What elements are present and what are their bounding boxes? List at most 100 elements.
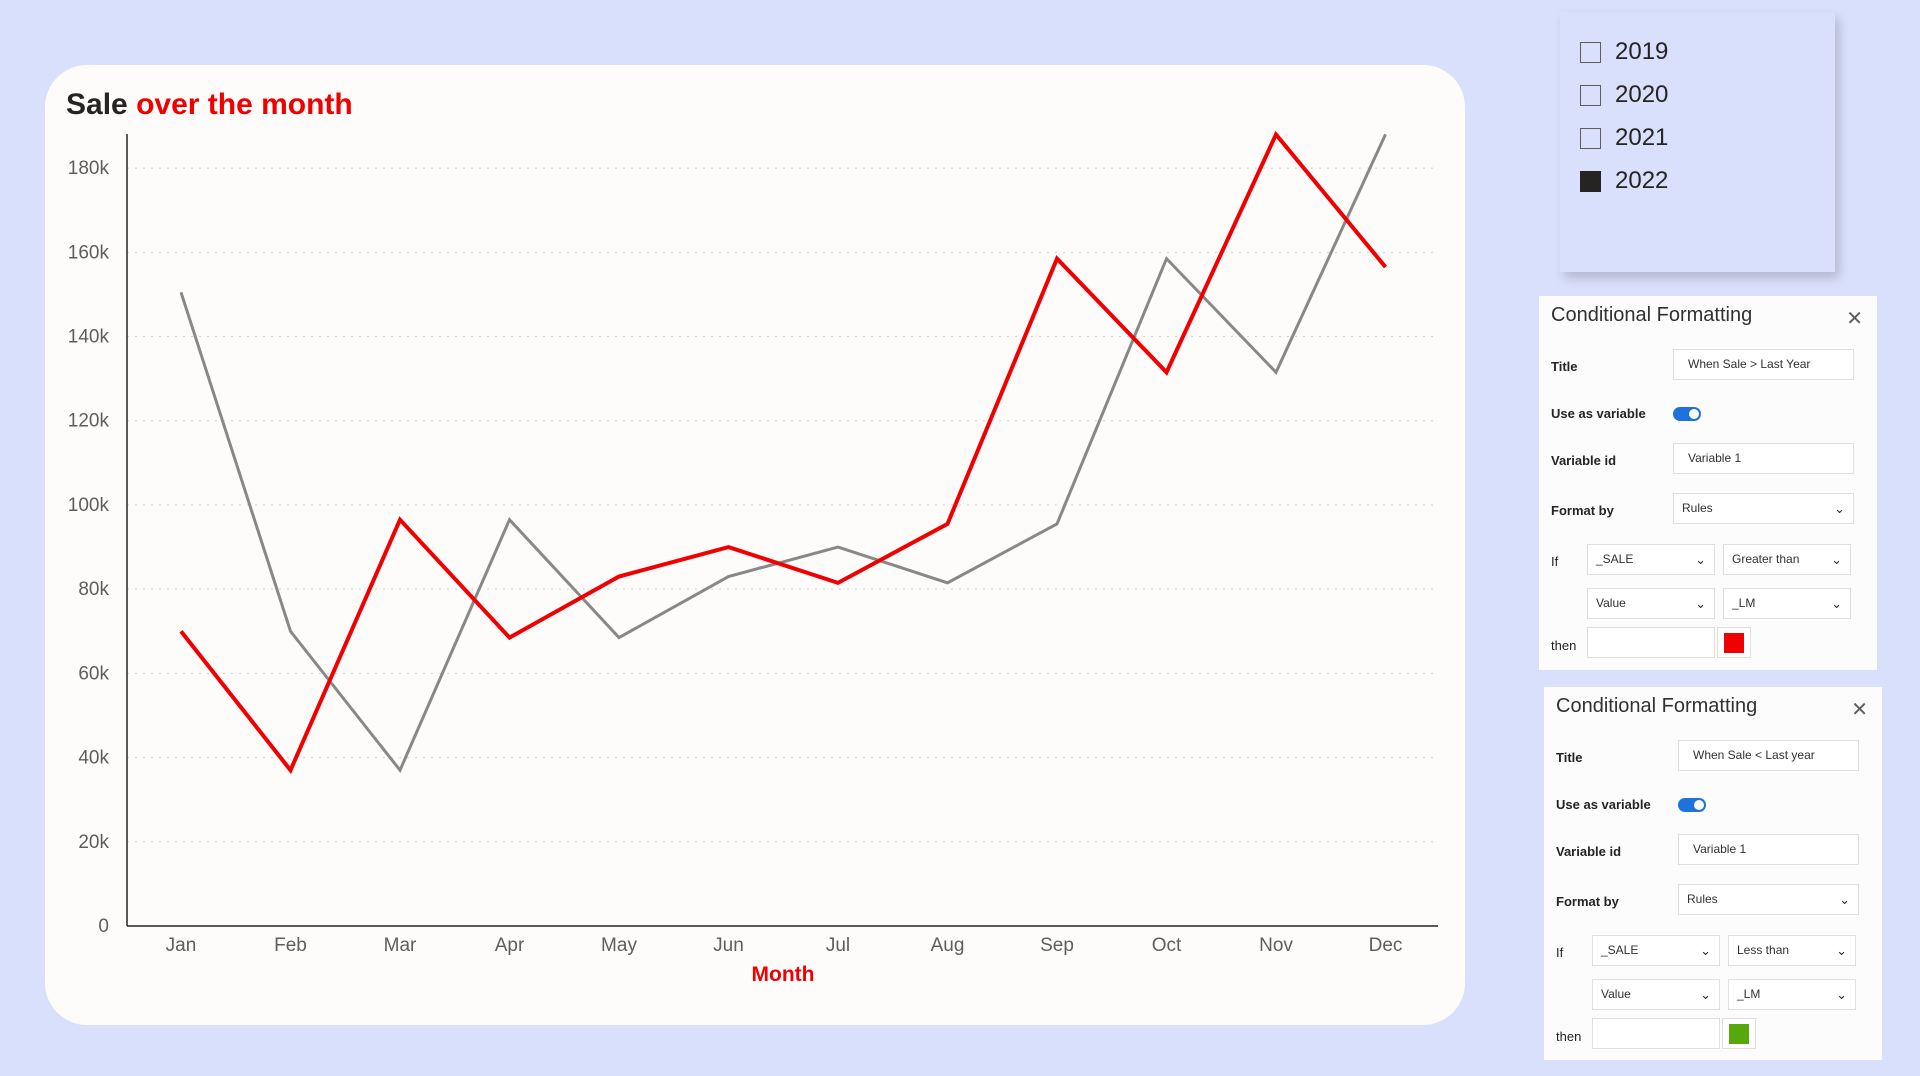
value-type-select[interactable]: Value ⌄ <box>1587 588 1715 619</box>
use-as-variable-toggle[interactable] <box>1678 798 1706 812</box>
chevron-down-icon: ⌄ <box>1695 552 1706 567</box>
conditional-formatting-panel: Conditional Formatting ✕ Title When Sale… <box>1544 687 1882 1060</box>
chevron-down-icon: ⌄ <box>1834 501 1845 516</box>
format-by-select[interactable]: Rules ⌄ <box>1678 884 1859 915</box>
y-tick-label: 80k <box>78 579 109 600</box>
format-by-label: Format by <box>1556 894 1619 909</box>
year-slicer: 2019 2020 2021 2022 <box>1560 12 1835 272</box>
panel-header: Conditional Formatting <box>1551 304 1753 326</box>
operator-value: Less than <box>1737 943 1790 957</box>
field-select[interactable]: _SALE ⌄ <box>1587 544 1715 575</box>
compare-select[interactable]: _LM ⌄ <box>1728 979 1856 1010</box>
x-tick-label: Jul <box>826 935 850 956</box>
chevron-down-icon: ⌄ <box>1836 987 1847 1002</box>
color-swatch <box>1729 1024 1749 1044</box>
then-label: then <box>1551 638 1577 653</box>
use-as-variable-label: Use as variable <box>1551 406 1646 421</box>
format-by-label: Format by <box>1551 503 1614 518</box>
title-label: Title <box>1551 359 1578 374</box>
x-tick-label: Sep <box>1040 935 1074 956</box>
field-value: _SALE <box>1596 552 1634 566</box>
variable-id-input[interactable]: Variable 1 <box>1673 443 1854 474</box>
chevron-down-icon: ⌄ <box>1700 987 1711 1002</box>
field-value: _SALE <box>1601 943 1639 957</box>
checkbox[interactable] <box>1580 41 1601 63</box>
then-label: then <box>1556 1029 1582 1044</box>
slicer-item-label: 2020 <box>1615 81 1669 108</box>
chart-card <box>45 65 1465 1025</box>
use-as-variable-label: Use as variable <box>1556 797 1651 812</box>
y-tick-label: 120k <box>68 411 110 432</box>
format-by-value: Rules <box>1687 892 1718 906</box>
value-type-value: Value <box>1601 987 1631 1001</box>
chevron-down-icon: ⌄ <box>1831 596 1842 611</box>
y-tick-label: 0 <box>98 916 109 937</box>
then-input[interactable] <box>1587 627 1715 658</box>
color-swatch <box>1724 633 1744 653</box>
x-tick-label: Feb <box>274 935 307 956</box>
slicer-item-2019[interactable]: 2019 <box>1580 36 1668 68</box>
title-label: Title <box>1556 750 1583 765</box>
x-axis-title: Month <box>752 963 815 986</box>
slicer-item-label: 2021 <box>1615 124 1669 151</box>
chevron-down-icon: ⌄ <box>1831 552 1842 567</box>
close-icon[interactable]: ✕ <box>1846 308 1863 330</box>
chevron-down-icon: ⌄ <box>1839 892 1850 907</box>
x-tick-label: Dec <box>1369 935 1403 956</box>
x-tick-label: Jan <box>166 935 197 956</box>
conditional-formatting-panel: Conditional Formatting ✕ Title When Sale… <box>1539 296 1877 670</box>
x-tick-label: Apr <box>495 935 525 956</box>
format-by-select[interactable]: Rules ⌄ <box>1673 493 1854 524</box>
panel-header: Conditional Formatting <box>1556 695 1758 717</box>
if-label: If <box>1551 554 1559 569</box>
field-select[interactable]: _SALE ⌄ <box>1592 935 1720 966</box>
compare-select[interactable]: _LM ⌄ <box>1723 588 1851 619</box>
slicer-item-2021[interactable]: 2021 <box>1580 122 1668 154</box>
value-type-value: Value <box>1596 596 1626 610</box>
value-type-select[interactable]: Value ⌄ <box>1592 979 1720 1010</box>
chart-title-main: Sale <box>66 88 128 121</box>
variable-id-input[interactable]: Variable 1 <box>1678 834 1859 865</box>
chevron-down-icon: ⌄ <box>1695 596 1706 611</box>
slicer-item-label: 2022 <box>1615 167 1669 194</box>
chevron-down-icon: ⌄ <box>1836 943 1847 958</box>
compare-value: _LM <box>1737 987 1761 1001</box>
close-icon[interactable]: ✕ <box>1851 699 1868 721</box>
variable-id-label: Variable id <box>1556 844 1622 859</box>
slicer-item-2020[interactable]: 2020 <box>1580 79 1668 111</box>
x-tick-label: Aug <box>931 935 965 956</box>
compare-value: _LM <box>1732 596 1756 610</box>
format-by-value: Rules <box>1682 501 1713 515</box>
x-tick-label: Jun <box>713 935 744 956</box>
title-input[interactable]: When Sale > Last Year <box>1673 349 1854 380</box>
x-tick-label: Nov <box>1259 935 1293 956</box>
x-tick-label: Mar <box>384 935 417 956</box>
checkbox-checked[interactable] <box>1580 170 1601 192</box>
use-as-variable-toggle[interactable] <box>1673 407 1701 421</box>
then-input[interactable] <box>1592 1018 1720 1049</box>
y-tick-label: 160k <box>68 242 110 263</box>
chart-title: Sale over the month <box>66 88 353 122</box>
checkbox[interactable] <box>1580 84 1601 106</box>
series-line-1 <box>179 133 1387 774</box>
x-tick-label: May <box>601 935 637 956</box>
x-tick-label: Oct <box>1152 935 1182 956</box>
y-tick-label: 40k <box>78 748 109 769</box>
color-picker[interactable] <box>1722 1018 1756 1049</box>
y-tick-label: 20k <box>78 832 109 853</box>
color-picker[interactable] <box>1717 627 1751 658</box>
if-label: If <box>1556 945 1564 960</box>
slicer-item-label: 2019 <box>1615 38 1669 65</box>
checkbox[interactable] <box>1580 127 1601 149</box>
chevron-down-icon: ⌄ <box>1700 943 1711 958</box>
title-input[interactable]: When Sale < Last year <box>1678 740 1859 771</box>
variable-id-label: Variable id <box>1551 453 1617 468</box>
operator-select[interactable]: Greater than ⌄ <box>1723 544 1851 575</box>
y-tick-label: 100k <box>68 495 110 516</box>
slicer-item-2022[interactable]: 2022 <box>1580 165 1668 197</box>
y-tick-label: 140k <box>68 327 110 348</box>
y-tick-label: 60k <box>78 663 109 684</box>
operator-select[interactable]: Less than ⌄ <box>1728 935 1856 966</box>
series-line-0 <box>179 130 1388 775</box>
